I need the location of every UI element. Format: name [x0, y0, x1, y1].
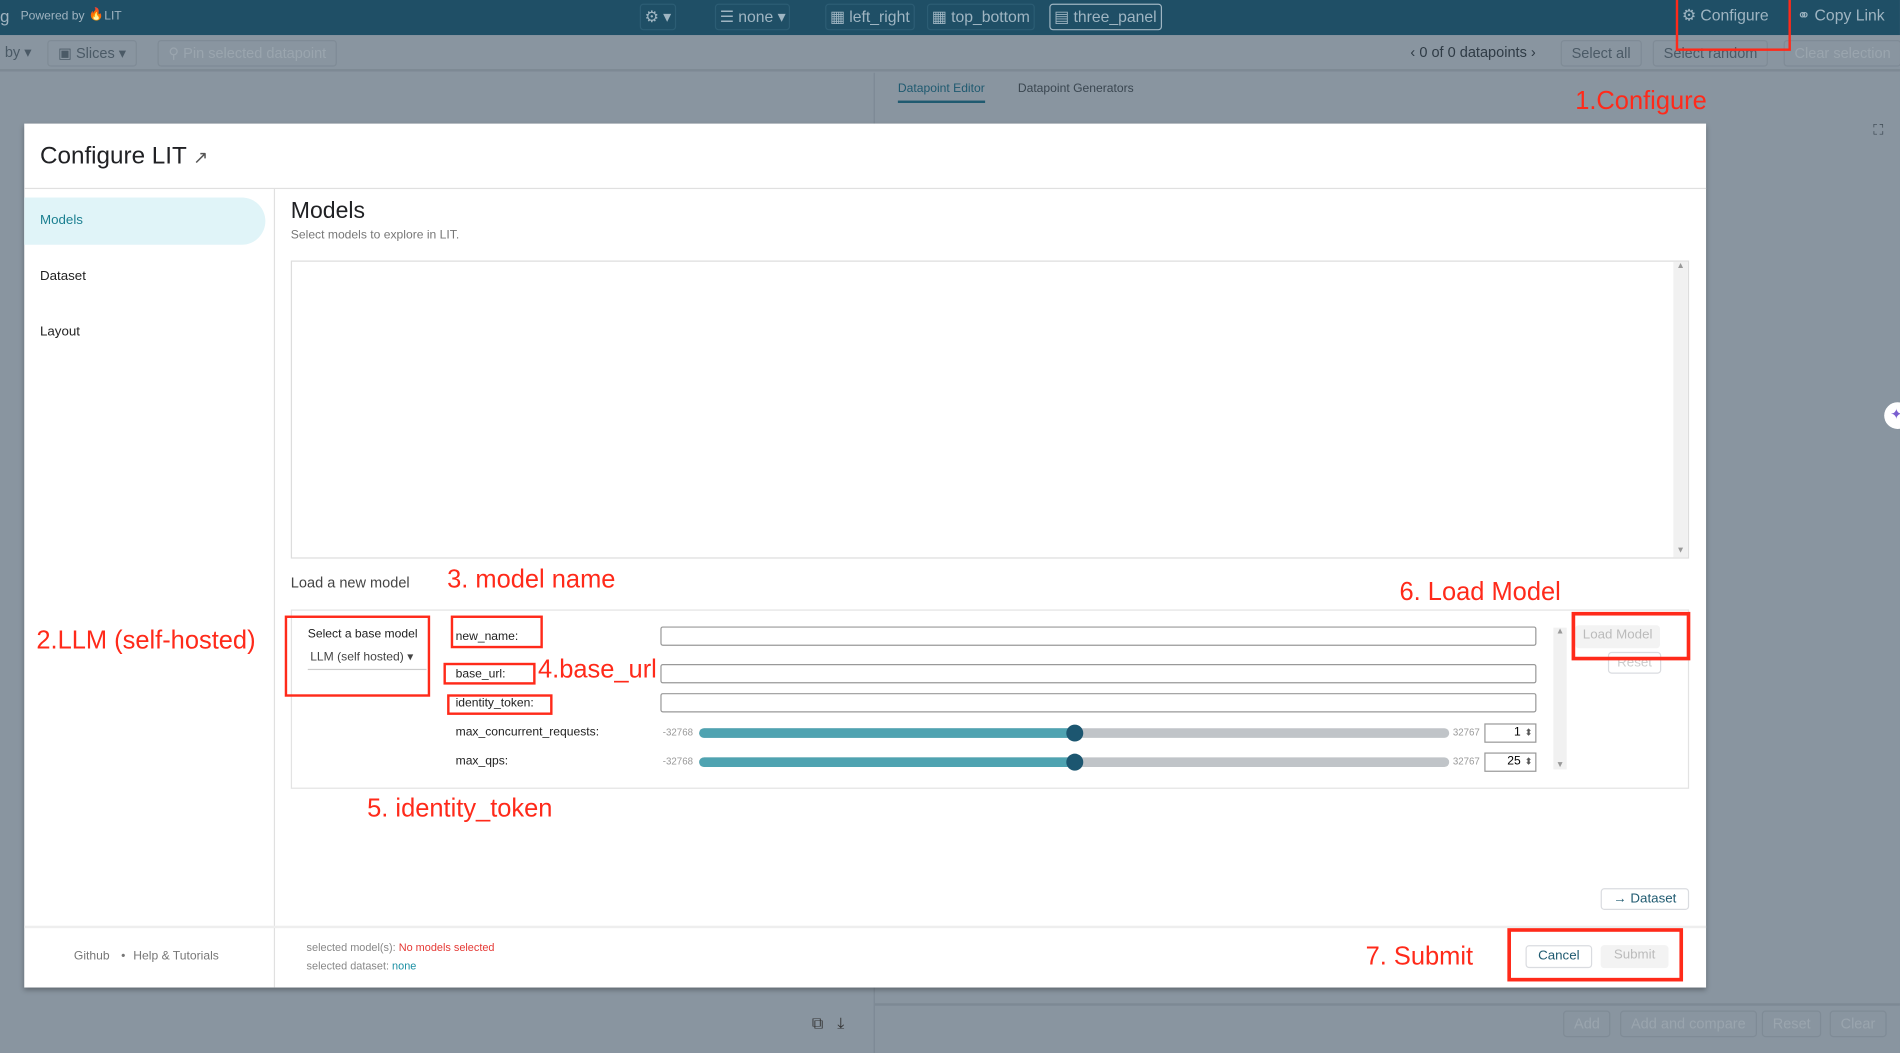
selected-dataset: selected dataset: none: [306, 959, 417, 972]
slider-thumb[interactable]: [1065, 753, 1083, 771]
slider-thumb[interactable]: [1065, 724, 1083, 742]
annotation-submit: 7. Submit: [1365, 942, 1474, 971]
toolbar: by ▾ ▣ Slices ▾ ⚲ Pin selected datapoint…: [0, 35, 1900, 72]
annotation-identity-token: 5. identity_token: [367, 794, 553, 823]
annotation-box-identity-token: [447, 694, 553, 715]
identity-token-input[interactable]: [660, 693, 1537, 713]
load-model-title: Load a new model: [290, 574, 410, 592]
slider-max: 32767: [1452, 727, 1480, 738]
section-subtitle: Select models to explore in LIT.: [290, 229, 460, 243]
add-button[interactable]: Add: [1563, 1010, 1611, 1038]
powered-by: Powered by: [20, 9, 85, 24]
pin-icon: ⚲: [168, 44, 180, 62]
annotation-box-base-url: [443, 662, 536, 685]
copy-link-button[interactable]: ⚭ Copy Link: [1796, 6, 1885, 25]
slices-icon: ▣: [58, 44, 72, 62]
annotation-box-load-model: [1571, 611, 1691, 661]
select-all-button[interactable]: Select all: [1560, 39, 1642, 67]
annotation-box-new-name: [450, 615, 543, 649]
annotation-model-name: 3. model name: [447, 565, 616, 594]
external-link-icon[interactable]: ↗: [193, 147, 209, 169]
reset-button[interactable]: Reset: [1761, 1010, 1822, 1038]
submit-button[interactable]: Submit: [1600, 945, 1669, 969]
annotation-box-configure: [1675, 0, 1791, 51]
base-url-label: base_url:: [455, 667, 506, 681]
section-title: Models: [290, 198, 366, 225]
slider-min: -32768: [662, 727, 693, 738]
max-concurrent-number[interactable]: 1 ⬍: [1484, 723, 1537, 743]
annotation-load-model: 6. Load Model: [1399, 577, 1561, 606]
annotation-box-base-model: [284, 615, 431, 697]
scrollbar[interactable]: ▲ ▼: [1673, 261, 1688, 558]
layout-top-bottom[interactable]: ▦ top_bottom: [926, 3, 1035, 31]
model-icon-dropdown[interactable]: ⚙ ▾: [639, 3, 676, 31]
dialog-title: Configure LIT ↗: [39, 142, 209, 170]
new-name-input[interactable]: [660, 626, 1537, 646]
slider-max: 32767: [1452, 756, 1480, 768]
add-and-compare-button[interactable]: Add and compare: [1620, 1010, 1757, 1038]
link-icon: ⚭: [1796, 6, 1811, 25]
sidebar-item-dataset[interactable]: Dataset: [39, 268, 86, 284]
lit-logo: LIT: [104, 9, 122, 24]
next-dataset-button[interactable]: → Dataset: [1600, 888, 1690, 910]
models-list[interactable]: ▲ ▼: [290, 260, 1690, 559]
base-model-select[interactable]: LLM (self hosted) ▾: [307, 649, 427, 671]
base-model-label: Select a base model: [307, 627, 418, 641]
list-icon: ☰: [719, 7, 734, 26]
app-title: g: [0, 6, 10, 26]
layout-three-panel[interactable]: ▤ three_panel: [1049, 3, 1162, 31]
max-qps-slider[interactable]: [699, 753, 1450, 771]
clear-button[interactable]: Clear: [1829, 1010, 1887, 1038]
slices-button[interactable]: ▣ Slices ▾: [47, 39, 137, 67]
sidebar-item-models[interactable]: Models: [24, 197, 266, 245]
spinner-icon[interactable]: ⬍: [1524, 727, 1533, 738]
annotation-llm: 2.LLM (self-hosted): [36, 626, 256, 655]
sidebar-item-layout[interactable]: Layout: [39, 324, 81, 340]
pin-datapoint-button[interactable]: ⚲ Pin selected datapoint: [157, 39, 338, 67]
selected-dataset-value: none: [392, 959, 417, 972]
annotation-base-url: 4.base_url: [537, 655, 657, 684]
max-concurrent-slider[interactable]: [699, 724, 1450, 742]
gear-icon: ⚙: [1681, 6, 1696, 25]
download-icon[interactable]: ⤓: [837, 1014, 845, 1033]
help-link[interactable]: Help & Tutorials: [133, 949, 219, 964]
slider-fill: [699, 757, 1075, 768]
expand-icon[interactable]: ⛶: [1873, 121, 1884, 139]
github-link[interactable]: Github: [73, 949, 110, 964]
selected-models-value: No models selected: [398, 941, 495, 954]
model-select[interactable]: ☰ none ▾: [714, 3, 791, 31]
configure-dialog: Configure LIT ↗ Models Dataset Layout Mo…: [24, 123, 1707, 988]
identity-token-label: identity_token:: [455, 696, 534, 711]
top-bar: g Powered by 🔥 LIT ⚙ ▾ ☰ none ▾ ▦ left_r…: [0, 0, 1900, 36]
copy-icon[interactable]: ⧉: [811, 1014, 824, 1033]
caret-down-icon: ▾: [407, 650, 414, 665]
flame-icon: 🔥: [88, 8, 104, 22]
annotation-box-submit: [1507, 928, 1684, 982]
datapoint-nav[interactable]: ‹ 0 of 0 datapoints ›: [1410, 43, 1536, 61]
color-by-dropdown[interactable]: by ▾: [4, 43, 32, 61]
load-model-button[interactable]: Load Model: [1575, 625, 1661, 649]
selected-models: selected model(s): No models selected: [306, 941, 495, 954]
annotation-configure: 1.Configure: [1575, 87, 1707, 116]
robot-icon: ⚙: [644, 7, 659, 26]
slider-min: -32768: [662, 756, 693, 768]
base-url-input[interactable]: [660, 664, 1537, 684]
tab-datapoint-editor[interactable]: Datapoint Editor: [897, 82, 985, 103]
slider-fill: [699, 728, 1075, 738]
tab-datapoint-generators[interactable]: Datapoint Generators: [1017, 82, 1134, 96]
configure-button[interactable]: ⚙ Configure: [1681, 6, 1769, 25]
max-qps-label: max_qps:: [455, 754, 509, 769]
form-scrollbar[interactable]: ▲ ▼: [1553, 627, 1567, 770]
separator: •: [121, 949, 126, 964]
max-qps-number[interactable]: 25 ⬍: [1484, 752, 1537, 772]
load-model-form: [290, 609, 1690, 789]
layout-left-right[interactable]: ▦ left_right: [825, 3, 915, 31]
max-concurrent-label: max_concurrent_requests:: [455, 725, 600, 740]
new-name-label: new_name:: [455, 630, 519, 644]
spinner-icon[interactable]: ⬍: [1524, 756, 1533, 768]
clear-selection-button[interactable]: Clear selection: [1783, 39, 1900, 67]
cancel-button[interactable]: Cancel: [1525, 945, 1593, 969]
sparkle-icon[interactable]: ✦: [1884, 402, 1900, 429]
